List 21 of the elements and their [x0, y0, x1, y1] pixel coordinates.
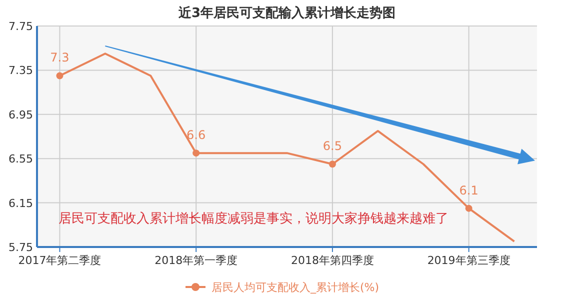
x-tick-label: 2018年第一季度	[154, 254, 238, 267]
y-tick-label: 6.55	[8, 152, 33, 166]
legend-label: 居民人均可支配收入_累计增长(%)	[212, 281, 380, 294]
annotation: 居民可支配收入累计增长幅度减弱是事实，说明大家挣钱越来越难了	[58, 210, 449, 226]
chart-title: 近3年居民可支配输入累计增长走势图	[177, 5, 396, 21]
point	[56, 72, 64, 80]
data-label: 7.3	[50, 50, 70, 65]
point	[465, 204, 472, 212]
x-tick-label: 2019年第三季度	[427, 254, 510, 267]
y-tick-label: 6.15	[8, 196, 33, 210]
data-label: 6.6	[186, 128, 206, 142]
y-tick-label: 6.95	[8, 108, 33, 122]
y-tick-label: 7.35	[8, 64, 33, 78]
point	[192, 150, 200, 157]
y-tick-label: 7.75	[8, 20, 33, 33]
data-label: 6.1	[459, 183, 478, 198]
y-tick-label: 5.75	[8, 241, 33, 254]
data-label: 6.5	[322, 139, 342, 154]
x-tick-label: 2018年第四季度	[290, 254, 374, 267]
point	[328, 160, 336, 168]
x-tick-label: 2017年第二季度	[18, 254, 102, 267]
